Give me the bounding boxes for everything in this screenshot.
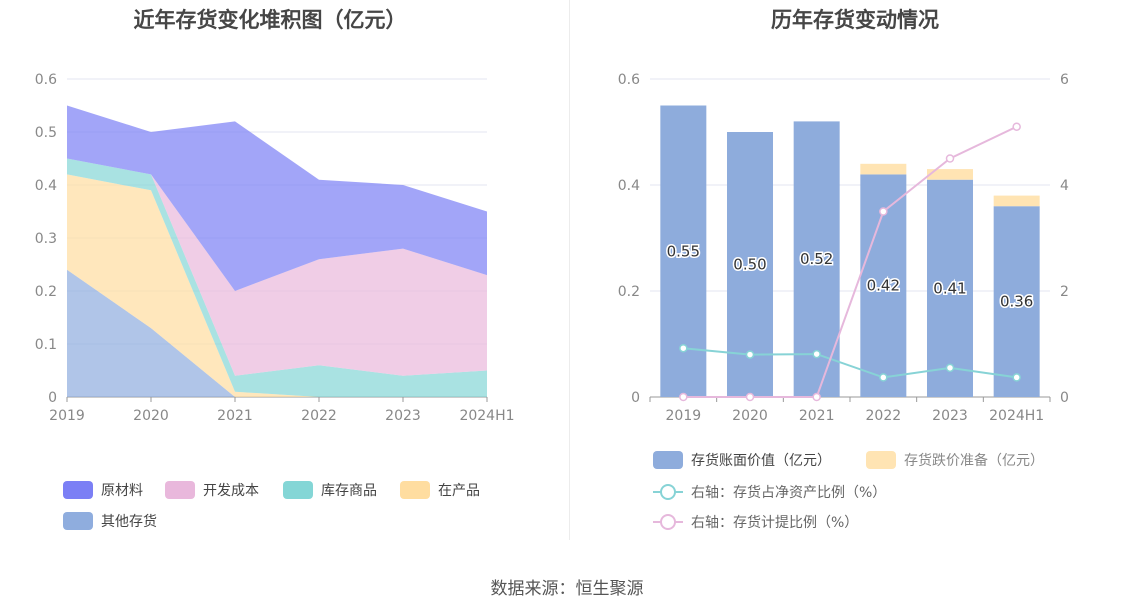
- left-y-tick-label: 0.4: [35, 178, 57, 194]
- legend-label: 存货账面价值（亿元）: [691, 453, 831, 469]
- bar-provision: [927, 169, 973, 180]
- point-ratio_line: [1012, 122, 1021, 131]
- bar-data-label: 0.52: [800, 250, 833, 268]
- data-source: 数据来源：恒生聚源: [490, 579, 644, 599]
- area-wip: [67, 174, 487, 397]
- point-netasset_line: [945, 363, 955, 373]
- left-y-tick-label: 0.2: [35, 284, 57, 300]
- left-y-tick-label: 0.6: [35, 72, 57, 88]
- line-netasset_line: [683, 347, 1017, 379]
- legend-item-wip[interactable]: 在产品: [400, 480, 480, 500]
- left-x-tick-label: 2019: [49, 408, 85, 424]
- bar-data-label: 0.36: [1000, 293, 1033, 311]
- point-ratio_line: [945, 154, 955, 163]
- left-x-tick-label: 2021: [217, 408, 253, 424]
- legend-label: 库存商品: [321, 483, 377, 499]
- legend-swatch: [400, 481, 430, 499]
- left-chart-title: 近年存货变化堆积图（亿元）: [133, 8, 407, 32]
- point-ratio_line: [879, 207, 888, 216]
- legend-item-netasset_line[interactable]: 右轴：存货占净资产比例（%）: [653, 482, 886, 502]
- legend-swatch: [653, 513, 683, 531]
- legend-item-other[interactable]: 其他存货: [63, 511, 157, 531]
- right-y2-tick-label: 6: [1060, 72, 1069, 88]
- legend-label: 右轴：存货计提比例（%）: [691, 515, 859, 531]
- right-x-tick-label: 2024H1: [989, 408, 1044, 424]
- legend-item-book[interactable]: 存货账面价值（亿元）: [653, 450, 831, 470]
- bar-data-label: 0.50: [733, 256, 766, 274]
- legend-label: 存货跌价准备（亿元）: [904, 453, 1044, 469]
- legend-swatch: [63, 512, 93, 530]
- bar-data-label: 0.41: [933, 279, 966, 297]
- legend-swatch: [283, 481, 313, 499]
- right-x-tick-label: 2019: [666, 408, 702, 424]
- legend-item-goods[interactable]: 库存商品: [283, 480, 377, 500]
- bar-book-value: [927, 179, 973, 397]
- area-dev: [67, 158, 487, 376]
- legend-label: 原材料: [101, 483, 143, 499]
- right-y-tick-label: 0.6: [618, 72, 640, 88]
- line-ratio_line: [683, 125, 1018, 398]
- legend-label: 在产品: [438, 483, 480, 499]
- legend-swatch: [165, 481, 195, 499]
- left-y-tick-label: 0.1: [35, 337, 57, 353]
- area-raw: [67, 105, 487, 291]
- legend-swatch: [653, 451, 683, 469]
- right-x-tick-label: 2020: [732, 408, 768, 424]
- right-x-tick-label: 2023: [932, 408, 968, 424]
- legend-item-dev[interactable]: 开发成本: [165, 480, 259, 500]
- left-y-tick-label: 0.5: [35, 125, 57, 141]
- right-y2-tick-label: 2: [1060, 284, 1069, 300]
- right-chart-title: 历年存货变动情况: [771, 8, 939, 32]
- legend-item-provision[interactable]: 存货跌价准备（亿元）: [866, 450, 1044, 470]
- legend-label: 开发成本: [203, 483, 259, 499]
- bar-provision: [993, 195, 1040, 207]
- point-netasset_line: [745, 350, 755, 359]
- left-x-tick-label: 2020: [133, 408, 169, 424]
- legend-item-raw[interactable]: 原材料: [63, 480, 143, 500]
- area-other: [67, 269, 487, 397]
- point-ratio_line: [745, 392, 755, 402]
- legend-label: 右轴：存货占净资产比例（%）: [691, 485, 887, 501]
- point-netasset_line: [679, 343, 688, 353]
- right-x-tick-label: 2022: [866, 408, 902, 424]
- legend-swatch: [63, 481, 93, 499]
- right-y-tick-label: 0.4: [618, 178, 640, 194]
- left-y-tick-label: 0: [48, 390, 57, 406]
- right-y2-tick-label: 4: [1060, 178, 1069, 194]
- right-y-tick-label: 0: [631, 390, 640, 406]
- bar-data-label: 0.42: [867, 277, 900, 295]
- point-ratio_line: [679, 392, 688, 402]
- legend-item-ratio_line[interactable]: 右轴：存货计提比例（%）: [653, 512, 858, 532]
- right-y2-tick-label: 0: [1060, 390, 1069, 406]
- point-ratio_line: [812, 392, 821, 402]
- right-x-tick-label: 2021: [799, 408, 835, 424]
- bar-provision: [860, 163, 907, 175]
- point-netasset_line: [812, 349, 821, 359]
- point-netasset_line: [1012, 373, 1021, 382]
- legend-swatch: [866, 451, 896, 469]
- point-netasset_line: [879, 373, 888, 382]
- chart-divider: [569, 0, 570, 540]
- right-y-tick-label: 0.2: [618, 284, 640, 300]
- left-y-tick-label: 0.3: [35, 231, 57, 247]
- legend-label: 其他存货: [101, 514, 157, 530]
- bar-book-value: [993, 206, 1040, 397]
- left-x-tick-label: 2022: [301, 408, 337, 424]
- left-x-tick-label: 2023: [385, 408, 421, 424]
- left-x-tick-label: 2024H1: [459, 408, 514, 424]
- bar-data-label: 0.55: [667, 242, 700, 260]
- legend-swatch: [653, 483, 683, 501]
